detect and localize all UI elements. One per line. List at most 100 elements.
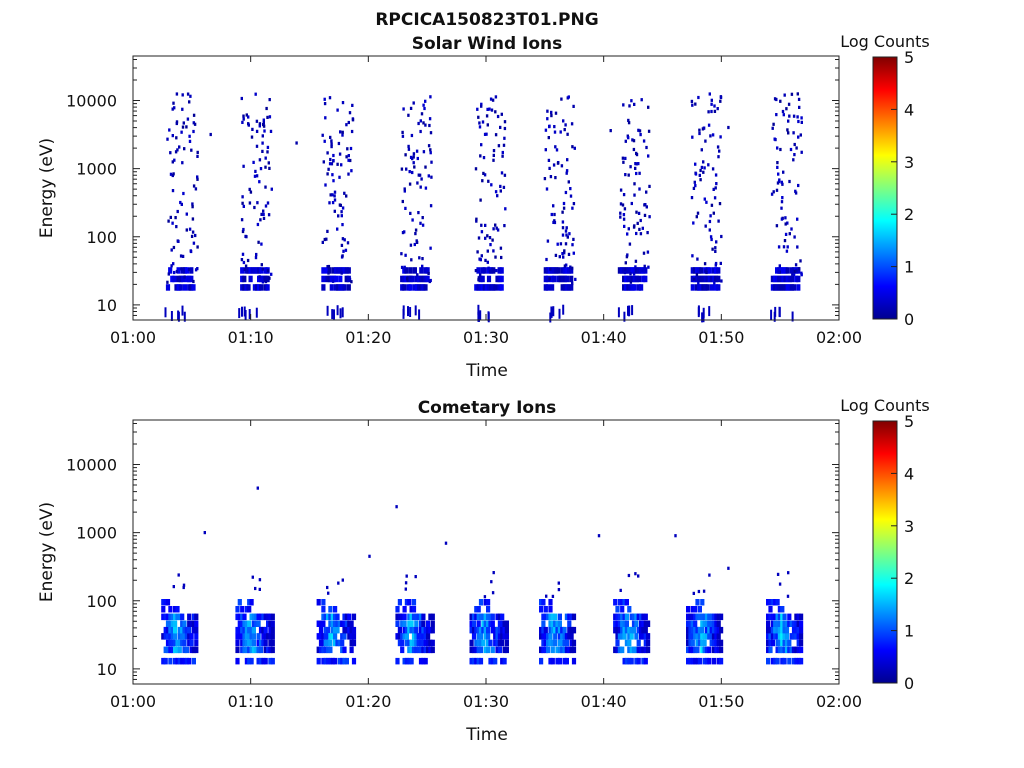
bin [718,202,722,206]
bin [627,118,630,122]
bin [768,599,773,606]
bin [342,620,347,627]
bin [328,162,332,166]
bin [342,613,347,621]
bin [564,229,568,233]
bin [780,217,784,221]
bin [326,613,331,621]
bin [561,226,565,230]
bin [263,633,268,640]
bin [244,620,249,627]
bin [624,139,627,143]
bin [497,633,502,640]
bin [174,216,177,220]
bin [342,267,347,274]
bin [259,218,262,222]
bin [700,646,705,654]
bin [191,613,196,621]
bin [337,639,342,647]
bin [173,106,176,110]
bin [194,187,198,191]
bin [709,214,712,218]
bin [194,620,199,627]
bin [490,657,495,665]
bin [695,613,700,621]
bin [787,571,790,575]
bin [330,613,335,621]
bin [168,657,173,665]
bin [688,639,693,647]
bin [495,639,500,647]
bin [773,657,778,665]
bin [266,613,271,621]
bin [562,639,567,647]
bin [693,626,698,634]
bin [247,633,252,640]
bin [485,114,489,118]
bin [775,639,780,647]
bin [188,227,192,231]
bin [421,223,425,227]
bin [642,139,646,143]
bin [646,633,651,640]
bin [321,613,326,621]
bin [404,657,409,665]
bin [167,272,170,276]
bin [256,613,261,621]
bin [486,620,491,627]
bin [708,573,711,577]
bin [182,626,187,634]
bin [246,258,250,263]
bin [784,646,790,654]
bin [258,158,262,162]
bin [719,626,724,634]
bin [474,606,479,613]
bin [191,620,196,627]
bin [347,158,350,162]
bin [554,253,558,257]
bin [407,113,410,117]
bin [407,646,412,654]
bin [188,134,191,138]
bin [714,646,719,654]
bin [545,275,550,283]
bin [543,639,548,647]
bin [543,646,548,654]
bin [571,243,574,247]
bin [639,218,642,223]
bin [799,657,804,665]
bin [628,306,630,317]
bin [796,275,801,283]
bin [696,211,700,215]
bin [792,131,795,135]
bin [567,620,572,627]
bin [170,248,173,252]
bin [327,264,331,269]
bin [709,620,714,627]
bin [170,626,175,634]
bin [328,620,333,627]
bin [792,158,795,162]
bin [499,267,504,274]
bin [766,639,771,647]
bin [615,613,620,621]
bin [495,633,500,640]
bin [262,212,265,216]
bin [641,626,646,634]
x-tick-label: 01:10 [228,328,274,347]
bin [351,633,357,640]
bin [714,267,719,274]
bin [258,578,262,582]
bin [318,639,324,647]
bin [476,620,481,627]
bin [636,275,641,283]
bin [702,307,705,318]
bin [636,267,641,274]
bin [784,639,790,647]
bin [768,646,773,654]
bin [240,218,244,222]
bin [258,122,262,126]
bin [639,626,644,634]
colorbar-tick-label: 0 [904,674,914,693]
bin [500,639,505,647]
